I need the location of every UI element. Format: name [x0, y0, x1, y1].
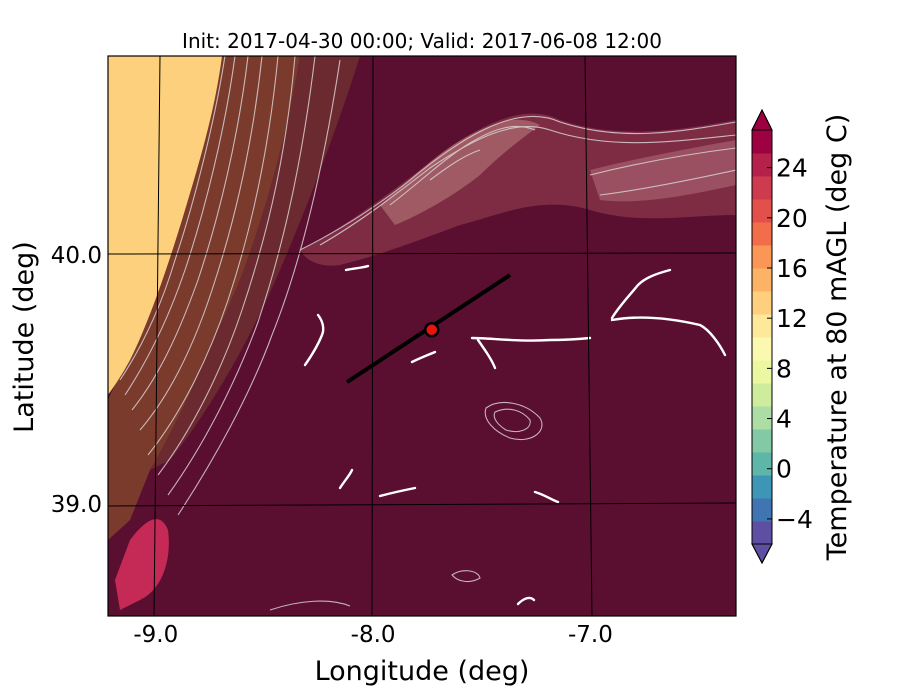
- white-contour-features: [303, 264, 727, 606]
- colorbar-band: [752, 360, 772, 384]
- colorbar-band: [752, 337, 772, 361]
- colorbar-band: [752, 383, 772, 407]
- colorbar-tick-label: 0: [776, 455, 792, 484]
- colorbar-bands: [752, 130, 772, 545]
- colorbar-tick-label: 12: [776, 304, 808, 333]
- colorbar-max-extend: [751, 108, 773, 131]
- meridian-line: [153, 56, 161, 616]
- contour-lines: [119, 56, 736, 611]
- highland-ridge-east: [590, 140, 736, 202]
- warm-spot: [115, 519, 169, 610]
- colorbar-band: [752, 130, 772, 154]
- colorbar-band: [752, 199, 772, 223]
- coastal-slope-inner: [150, 56, 360, 470]
- colorbar-band: [752, 245, 772, 269]
- x-tick-label: -9.0: [133, 622, 178, 648]
- site-marker: [424, 322, 440, 338]
- colorbar: −4 0 4 8 12 16 20 24: [751, 108, 813, 565]
- colorbar-tick-label: 4: [776, 405, 792, 434]
- colorbar-tick-label: 24: [776, 154, 808, 183]
- y-axis-ticks: 40.0 39.0: [51, 243, 102, 518]
- colorbar-band: [752, 314, 772, 338]
- colorbar-band: [752, 475, 772, 499]
- map-plot-area: [108, 56, 736, 616]
- x-tick-label: -8.0: [351, 622, 396, 648]
- colorbar-band: [752, 222, 772, 246]
- colorbar-band: [752, 498, 772, 522]
- graticule: [108, 56, 736, 616]
- parallel-line: [108, 252, 736, 255]
- colorbar-band: [752, 176, 772, 200]
- y-tick-label: 40.0: [51, 243, 102, 269]
- colorbar-band: [752, 429, 772, 453]
- y-tick-label: 39.0: [51, 492, 102, 518]
- x-axis-label: Longitude (deg): [315, 656, 530, 687]
- map-title: Init: 2017-04-30 00:00; Valid: 2017-06-0…: [182, 29, 662, 53]
- x-axis-ticks: -9.0 -8.0 -7.0: [133, 622, 612, 648]
- colorbar-tick-label: 16: [776, 254, 808, 283]
- colorbar-outline: [751, 108, 773, 565]
- y-axis-label: Latitude (deg): [9, 241, 40, 433]
- colorbar-band: [752, 291, 772, 315]
- colorbar-band: [752, 406, 772, 430]
- plot-frame: [107, 55, 737, 617]
- colorbar-band: [752, 153, 772, 177]
- highland-ridge: [380, 119, 540, 225]
- meridian-line: [371, 56, 374, 616]
- colorbar-label: Temperature at 80 mAGL (deg C): [822, 114, 853, 562]
- meridian-line: [584, 56, 593, 616]
- atlantic-sea: [108, 56, 222, 395]
- colorbar-tick-label: 20: [776, 204, 808, 233]
- colorbar-tick-label: 8: [776, 354, 792, 383]
- highland-region: [300, 113, 736, 266]
- parallel-line: [108, 502, 736, 507]
- colorbar-min-extend: [751, 543, 773, 565]
- colorbar-band: [752, 521, 772, 545]
- colorbar-ticks: −4 0 4 8 12 16 20 24: [767, 154, 813, 534]
- x-tick-label: -7.0: [568, 622, 613, 648]
- colorbar-tick-label: −4: [776, 505, 813, 534]
- colorbar-band: [752, 452, 772, 476]
- colorbar-band: [752, 268, 772, 292]
